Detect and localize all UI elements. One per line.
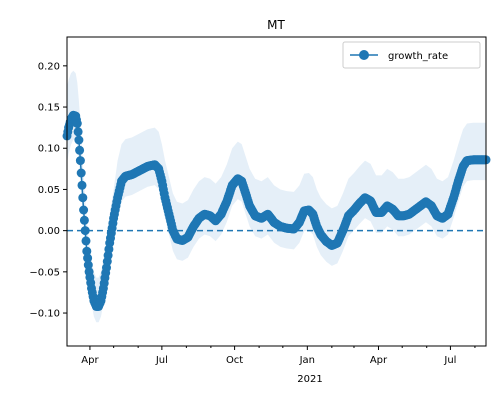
chart-title: MT	[267, 18, 285, 32]
growth-rate-point	[76, 168, 86, 178]
growth-rate-point	[75, 156, 85, 166]
x-tick-label: Oct	[226, 355, 243, 366]
y-tick-label: −0.10	[29, 309, 60, 320]
growth-rate-point	[79, 215, 89, 225]
growth-rate-point	[77, 180, 87, 190]
x-tick-label: Apr	[81, 355, 99, 366]
growth-rate-point	[83, 260, 93, 270]
legend: growth_rate	[342, 41, 481, 69]
y-tick-label: 0.10	[38, 144, 60, 155]
plot-frame	[66, 36, 487, 347]
x-tick-label: Jul	[155, 355, 168, 366]
growth-rate-point	[80, 226, 90, 236]
growth-rate-point	[83, 253, 93, 263]
growth-rate-point	[82, 246, 92, 256]
growth-rate-point	[72, 119, 82, 128]
growth-rate-point	[78, 193, 88, 203]
legend-box	[342, 41, 481, 69]
x-axis-year-label: 2021	[297, 374, 322, 385]
y-tick-label: −0.05	[29, 267, 60, 278]
y-tick-label: 0.00	[38, 226, 60, 237]
x-axis-ticks	[89, 346, 476, 350]
growth-rate-point	[75, 145, 85, 155]
x-tick-label: Jul	[443, 355, 456, 366]
y-tick-label: 0.15	[38, 103, 60, 114]
plot-area	[62, 36, 491, 350]
growth-rate-point	[81, 236, 91, 246]
growth-rate-point	[74, 135, 84, 145]
legend-entry-growth-rate: growth_rate	[388, 51, 448, 62]
x-tick-label: Jan	[299, 355, 315, 366]
confidence-band	[67, 70, 486, 323]
y-tick-label: 0.05	[38, 185, 60, 196]
x-tick-label: Apr	[370, 355, 388, 366]
y-axis-labels: −0.10 −0.05 0.00 0.05 0.10 0.15 0.20	[29, 61, 60, 319]
x-axis-labels: Apr Jul Oct Jan Apr Jul	[81, 355, 456, 366]
y-tick-label: 0.20	[38, 61, 60, 72]
growth-rate-markers	[62, 110, 491, 311]
y-axis-ticks	[63, 65, 67, 314]
growth-rate-point	[79, 205, 89, 215]
legend-marker-sample	[359, 50, 369, 60]
growth-rate-point	[73, 127, 83, 137]
